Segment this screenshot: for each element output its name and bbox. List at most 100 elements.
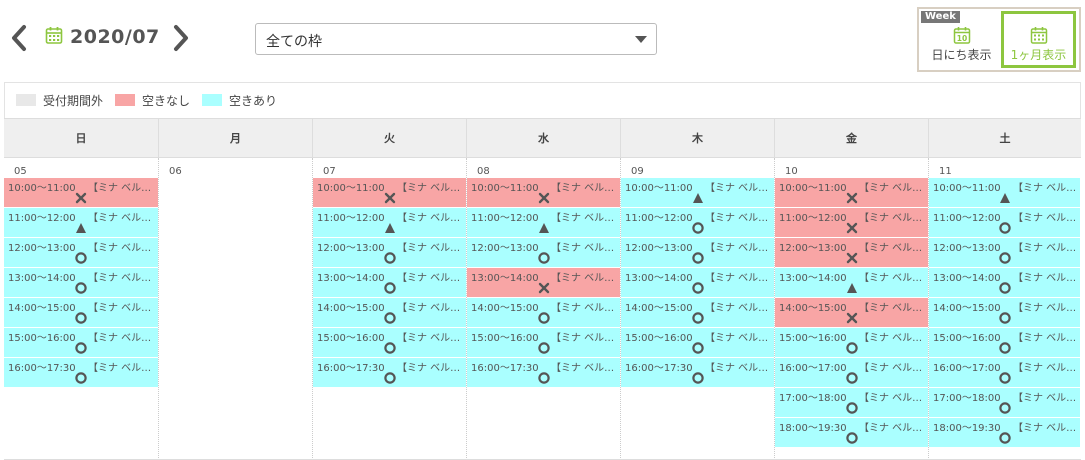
circle-icon [998,372,1011,384]
time-slot[interactable]: 17:00～18:00 【ミナ ベル… [929,388,1080,417]
slot-time: 15:00～16:00 [779,333,847,344]
time-slot[interactable]: 14:00～15:00 【ミナ ベル… [775,298,928,327]
slot-title: 【ミナ ベル… [88,273,152,284]
time-slot[interactable]: 15:00～16:00 【ミナ ベル… [929,328,1080,357]
time-slot[interactable]: 11:00～12:00 【ミナ ベル… [929,208,1080,237]
time-slot[interactable]: 14:00～15:00 【ミナ ベル… [467,298,620,327]
time-slot[interactable]: 10:00～11:00 【ミナ ベル… [313,178,466,207]
time-slot[interactable]: 16:00～17:30 【ミナ ベル… [4,358,158,387]
time-slot[interactable]: 14:00～15:00 【ミナ ベル… [929,298,1080,327]
circle-icon [383,372,396,384]
cross-icon [384,192,396,204]
time-slot[interactable]: 11:00～12:00 【ミナ ベル… [467,208,620,237]
time-slot[interactable]: 14:00～15:00 【ミナ ベル… [313,298,466,327]
time-slot[interactable]: 10:00～11:00 【ミナ ベル… [775,178,928,207]
legend-swatch [202,94,222,106]
circle-icon [75,312,87,324]
time-slot[interactable]: 11:00～12:00 【ミナ ベル… [4,208,158,237]
circle-icon [75,252,87,264]
circle-icon [691,312,704,324]
time-slot[interactable]: 13:00～14:00 【ミナ ベル… [467,268,620,297]
calendar-day-icon: 10 [953,26,971,44]
time-slot[interactable]: 13:00～14:00 【ミナ ベル… [621,268,774,297]
weekday-sun: 日 [4,119,159,158]
time-slot[interactable]: 12:00～13:00 【ミナ ベル… [313,238,466,267]
slot-title: 【ミナ ベル… [551,183,615,194]
prev-month-button[interactable] [9,24,29,52]
view-switcher: Week 10 日にち表示 1ヶ月表示 [917,7,1081,72]
month-view-button[interactable]: 1ヶ月表示 [1001,11,1076,68]
time-slot[interactable]: 18:00～19:30 【ミナ ベル… [929,418,1080,447]
time-slot[interactable]: 12:00～13:00 【ミナ ベル… [929,238,1080,267]
time-slot[interactable]: 16:00～17:00 【ミナ ベル… [929,358,1080,387]
time-slot[interactable]: 18:00～19:30 【ミナ ベル… [775,418,928,447]
next-month-button[interactable] [171,24,191,52]
time-slot[interactable]: 11:00～12:00 【ミナ ベル… [775,208,928,237]
slot-title: 【ミナ ベル… [859,423,923,434]
slot-title: 【ミナ ベル… [859,273,923,284]
slot-time: 10:00～11:00 [317,183,385,194]
slot-title: 【ミナ ベル… [397,273,461,284]
day-cell: 10 10:00～11:00 【ミナ ベル… 11:00～12:00 【ミナ ベル… 12… [775,158,929,460]
time-slot[interactable]: 17:00～18:00 【ミナ ベル… [775,388,928,417]
slot-title: 【ミナ ベル… [397,243,461,254]
time-slot[interactable]: 13:00～14:00 【ミナ ベル… [4,268,158,297]
time-slot[interactable]: 12:00～13:00 【ミナ ベル… [621,238,774,267]
circle-icon [383,282,396,294]
time-slot[interactable]: 16:00～17:30 【ミナ ベル… [313,358,466,387]
time-slot[interactable]: 12:00～13:00 【ミナ ベル… [775,238,928,267]
slot-title: 【ミナ ベル… [1013,333,1077,344]
weekday-fri: 金 [775,119,929,158]
time-slot[interactable]: 14:00～15:00 【ミナ ベル… [4,298,158,327]
slot-time: 15:00～16:00 [471,333,539,344]
chevron-down-icon [635,36,647,43]
slot-time: 11:00～12:00 [625,213,693,224]
circle-icon [75,282,87,294]
day-number: 08 [477,166,490,177]
time-slot[interactable]: 12:00～13:00 【ミナ ベル… [4,238,158,267]
time-slot[interactable]: 16:00～17:30 【ミナ ベル… [467,358,620,387]
time-slot[interactable]: 14:00～15:00 【ミナ ベル… [621,298,774,327]
time-slot[interactable]: 15:00～16:00 【ミナ ベル… [467,328,620,357]
slot-time: 12:00～13:00 [317,243,385,254]
circle-icon [691,342,704,354]
slot-time: 15:00～16:00 [625,333,693,344]
time-slot[interactable]: 13:00～14:00 【ミナ ベル… [313,268,466,297]
time-slot[interactable]: 15:00～16:00 【ミナ ベル… [621,328,774,357]
time-slot[interactable]: 11:00～12:00 【ミナ ベル… [313,208,466,237]
circle-icon [998,252,1011,264]
slot-time: 14:00～15:00 [933,303,1001,314]
time-slot[interactable]: 10:00～11:00 【ミナ ベル… [929,178,1080,207]
triangle-icon [538,222,550,234]
slot-title: 【ミナ ベル… [88,183,152,194]
time-slot[interactable]: 16:00～17:30 【ミナ ベル… [621,358,774,387]
time-slot[interactable]: 15:00～16:00 【ミナ ベル… [313,328,466,357]
slot-time: 11:00～12:00 [933,213,1001,224]
day-cell: 05 10:00～11:00 【ミナ ベル… 11:00～12:00 【ミナ ベル… 12… [4,158,159,460]
frame-filter-select[interactable]: 全ての枠 [255,23,657,55]
cross-icon [846,312,858,324]
day-cell: 08 10:00～11:00 【ミナ ベル… 11:00～12:00 【ミナ ベル… 12… [467,158,621,460]
day-cell: 07 10:00～11:00 【ミナ ベル… 11:00～12:00 【ミナ ベル… 12… [313,158,467,460]
slot-title: 【ミナ ベル… [1013,363,1077,374]
time-slot[interactable]: 13:00～14:00 【ミナ ベル… [929,268,1080,297]
chevron-left-icon [12,25,26,51]
slot-time: 12:00～13:00 [779,243,847,254]
time-slot[interactable]: 15:00～16:00 【ミナ ベル… [4,328,158,357]
circle-icon [691,282,704,294]
time-slot[interactable]: 16:00～17:00 【ミナ ベル… [775,358,928,387]
time-slot[interactable]: 12:00～13:00 【ミナ ベル… [467,238,620,267]
time-slot[interactable]: 15:00～16:00 【ミナ ベル… [775,328,928,357]
time-slot[interactable]: 10:00～11:00 【ミナ ベル… [4,178,158,207]
triangle-icon [846,282,858,294]
triangle-icon [692,192,704,204]
time-slot[interactable]: 10:00～11:00 【ミナ ベル… [621,178,774,207]
day-view-button[interactable]: 10 日にち表示 [924,11,999,68]
slot-title: 【ミナ ベル… [551,303,615,314]
time-slot[interactable]: 11:00～12:00 【ミナ ベル… [621,208,774,237]
slot-time: 10:00～11:00 [471,183,539,194]
time-slot[interactable]: 10:00～11:00 【ミナ ベル… [467,178,620,207]
time-slot[interactable]: 13:00～14:00 【ミナ ベル… [775,268,928,297]
slot-title: 【ミナ ベル… [705,303,769,314]
slot-time: 15:00～16:00 [8,333,76,344]
